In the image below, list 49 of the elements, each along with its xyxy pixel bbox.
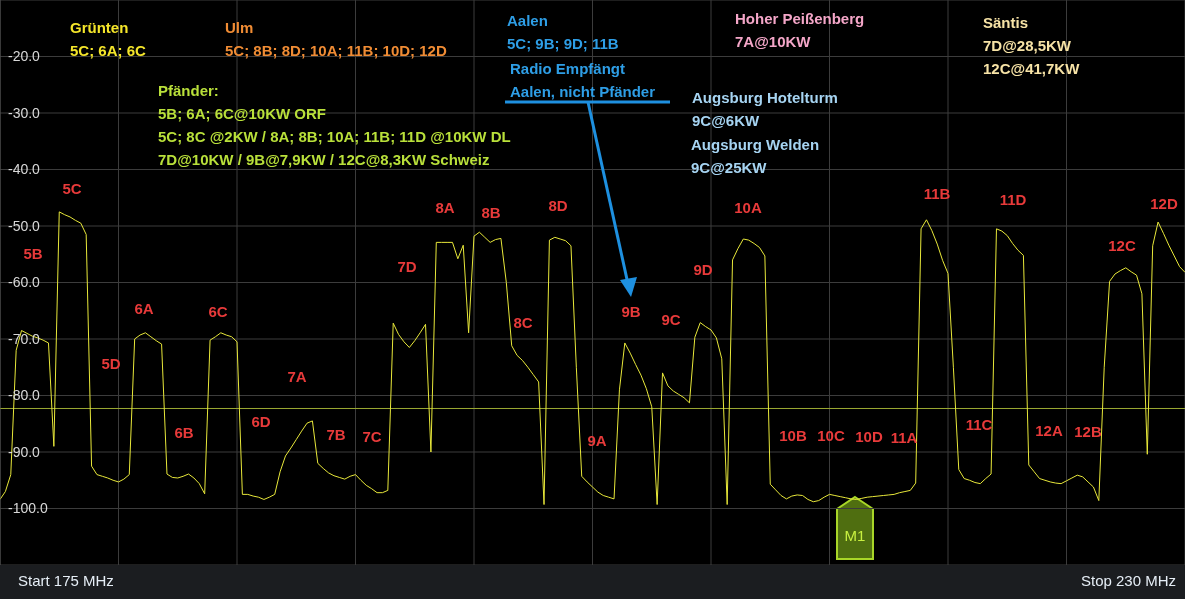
annotation: 11B xyxy=(923,184,951,202)
annotation: 7A xyxy=(287,367,307,385)
annotation: Hoher Peißenberg 7A@10KW xyxy=(735,9,865,50)
annotation: 12C xyxy=(1108,236,1136,254)
annotation: 8B xyxy=(481,203,501,221)
y-tick-label: -80.0 xyxy=(8,387,41,404)
annotation: Pfänder: 5B; 6A; 6C@10KW ORF 5C; 8C @2KW / 8A; 8B; 10A; 11B; 11D @10KW DL 7D@10KW / 9B@7,9KW / 12C@8,3KW Schweiz xyxy=(158,81,511,168)
annotation: 8C xyxy=(513,313,533,331)
annotation: 7B xyxy=(326,425,346,443)
annotation: Radio Empfängt Aalen, nicht Pfänder xyxy=(510,59,656,100)
annotation: Augsburg Hotelturm 9C@6KW xyxy=(692,88,838,129)
annotation: 6B xyxy=(174,423,194,441)
annotation: 11D xyxy=(999,190,1027,208)
y-tick-label: -60.0 xyxy=(8,274,41,291)
annotation: 12A xyxy=(1035,421,1063,439)
annotation: 6C xyxy=(208,302,228,320)
annotation: 5D xyxy=(101,354,121,372)
annotation: 9C xyxy=(661,310,681,328)
annotation: 9A xyxy=(587,431,607,449)
y-tick-label: -50.0 xyxy=(8,217,41,234)
annotation: 6A xyxy=(134,299,154,317)
y-tick-label: -40.0 xyxy=(8,161,41,178)
annotation: 10A xyxy=(734,198,762,216)
annotation: 11C xyxy=(965,415,993,433)
annotation: 10B xyxy=(779,426,807,444)
text: Start 175 MHz xyxy=(18,571,114,589)
annotation: 12D xyxy=(1150,194,1178,212)
annotation: 9B xyxy=(621,302,641,320)
annotation: 5C xyxy=(62,179,82,197)
annotation: Augsburg Welden 9C@25KW xyxy=(691,135,820,176)
annotation: 6D xyxy=(251,412,271,430)
y-tick-label: -20.0 xyxy=(8,48,41,65)
annotation: Grünten 5C; 6A; 6C xyxy=(70,18,147,59)
y-tick-label: -30.0 xyxy=(8,104,41,121)
annotation: Ulm 5C; 8B; 8D; 10A; 11B; 10D; 12D xyxy=(225,18,447,59)
annotation: 8D xyxy=(548,196,568,214)
annotation: Aalen 5C; 9B; 9D; 11B xyxy=(507,11,619,52)
annotation: 7C xyxy=(362,427,382,445)
annotation: Säntis 7D@28,5KW 12C@41,7KW xyxy=(983,13,1081,77)
annotation: 7D xyxy=(397,257,417,275)
annotation: 9D xyxy=(693,260,713,278)
annotation: 10C xyxy=(817,426,845,444)
annotation: 10D xyxy=(855,427,883,445)
annotation: 5B xyxy=(23,244,43,262)
text: Stop 230 MHz xyxy=(1080,571,1176,589)
annotation: 8A xyxy=(435,198,455,216)
annotation: M1 xyxy=(844,526,866,544)
annotation: 12B xyxy=(1074,422,1102,440)
y-tick-label: -100.0 xyxy=(8,500,48,517)
